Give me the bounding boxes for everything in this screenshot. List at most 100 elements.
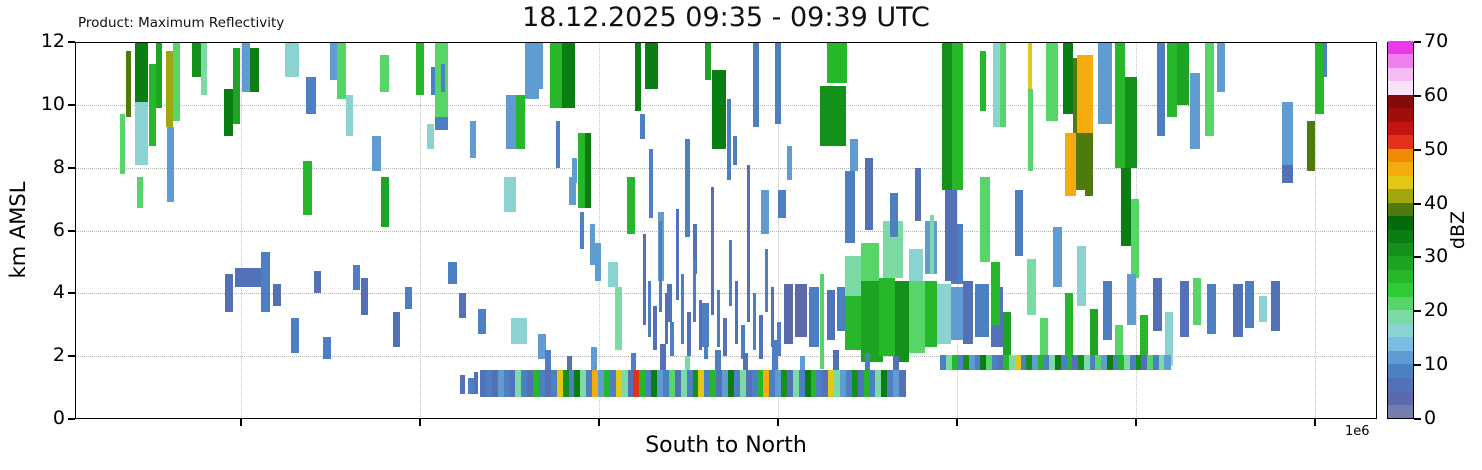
radar-cell (993, 42, 1000, 127)
radar-cell (1090, 309, 1098, 366)
radar-cell (504, 177, 516, 212)
radar-cell (491, 370, 499, 397)
colorbar-tick-label: 40 (1424, 191, 1449, 214)
colorbar-band (1388, 363, 1413, 378)
y-tick-label: 6 (52, 218, 65, 241)
radar-cell (687, 312, 691, 357)
radar-cell (569, 177, 576, 206)
x-tick-mark (240, 419, 242, 426)
radar-cell (727, 98, 731, 181)
radar-cell (945, 189, 957, 281)
radar-cell (715, 349, 721, 372)
radar-cell (562, 42, 575, 108)
radar-cell (845, 370, 853, 397)
colorbar-tick-mark (1414, 364, 1421, 367)
radar-cell (126, 51, 131, 118)
gridline-x (241, 42, 242, 419)
radar-cell (820, 274, 824, 369)
radar-cell (670, 321, 674, 357)
radar-cell (380, 54, 389, 93)
radar-cell (306, 76, 316, 115)
colorbar-tick-label: 50 (1424, 137, 1449, 160)
radar-cell (717, 290, 720, 347)
radar-cell (608, 261, 618, 288)
radar-cell (235, 268, 261, 288)
colorbar-tick-mark (1414, 41, 1421, 43)
radar-cell (827, 290, 835, 341)
radar-cell (1077, 246, 1086, 306)
radar-cell (827, 42, 847, 83)
radar-cell (777, 321, 781, 357)
radar-cell (968, 354, 976, 371)
radar-cell (137, 177, 143, 209)
radar-cell (909, 280, 925, 354)
y-tick-mark (68, 41, 75, 43)
radar-cell (820, 85, 846, 146)
radar-cell (915, 167, 921, 222)
radar-cell (930, 214, 934, 275)
radar-cell (1060, 354, 1068, 371)
radar-cell (525, 89, 539, 99)
radar-cell (837, 287, 847, 332)
radar-cell (991, 354, 999, 371)
radar-cell (1129, 354, 1137, 371)
colorbar-band (1388, 323, 1413, 338)
radar-cell (833, 349, 839, 372)
radar-cell (578, 133, 585, 209)
gridline-y (75, 230, 1377, 232)
colorbar-band (1388, 121, 1413, 136)
colorbar-band (1388, 53, 1413, 68)
radar-cell (1167, 42, 1177, 118)
radar-cell (1141, 354, 1148, 371)
radar-cell (511, 318, 527, 344)
radar-cell (568, 370, 576, 397)
radar-cell (1307, 120, 1315, 171)
radar-cell (633, 370, 640, 397)
radar-cell (1207, 283, 1216, 335)
colorbar-band (1388, 350, 1413, 365)
y-tick-label: 10 (40, 92, 65, 115)
colorbar-band (1388, 134, 1413, 149)
radar-cell (516, 95, 525, 149)
colorbar-band (1388, 282, 1413, 297)
radar-cell (792, 370, 800, 397)
radar-cell (527, 370, 534, 397)
radar-cell (1282, 101, 1293, 165)
radar-cell (798, 370, 806, 397)
y-tick-mark (68, 103, 75, 106)
radar-cell (747, 164, 750, 322)
colorbar-tick-mark (1414, 256, 1421, 259)
radar-cell (545, 349, 551, 372)
radar-cell (1072, 354, 1079, 371)
radar-cell (997, 354, 1004, 371)
radar-cell (705, 42, 711, 80)
radar-cell (676, 208, 679, 300)
radar-cell (156, 42, 162, 108)
radar-cell (460, 375, 465, 394)
radar-cell (1032, 354, 1039, 371)
radar-cell (201, 42, 207, 96)
radar-cell (1063, 42, 1073, 115)
radar-cell (580, 370, 587, 397)
colorbar-band (1388, 148, 1413, 163)
radar-cell (609, 370, 617, 397)
x-tick-mark (419, 419, 421, 426)
radar-cell (470, 120, 476, 159)
gridline-y (75, 293, 1377, 295)
radar-cell (497, 370, 505, 397)
radar-cell (337, 42, 346, 99)
radar-cell (857, 370, 865, 397)
radar-cell (865, 158, 873, 231)
chart-title: 18.12.2025 09:35 - 09:39 UTC (522, 2, 930, 33)
x-tick-mark (1314, 419, 1316, 426)
colorbar-tick-mark (1414, 310, 1421, 313)
radar-cell (727, 370, 735, 397)
radar-cell (757, 370, 764, 397)
radar-cell (562, 370, 570, 397)
radar-cell (685, 356, 690, 372)
radar-cell (346, 95, 353, 137)
radar-cell (751, 370, 759, 397)
radar-cell (952, 42, 963, 190)
radar-cell (1323, 42, 1327, 77)
radar-cell (711, 186, 714, 316)
